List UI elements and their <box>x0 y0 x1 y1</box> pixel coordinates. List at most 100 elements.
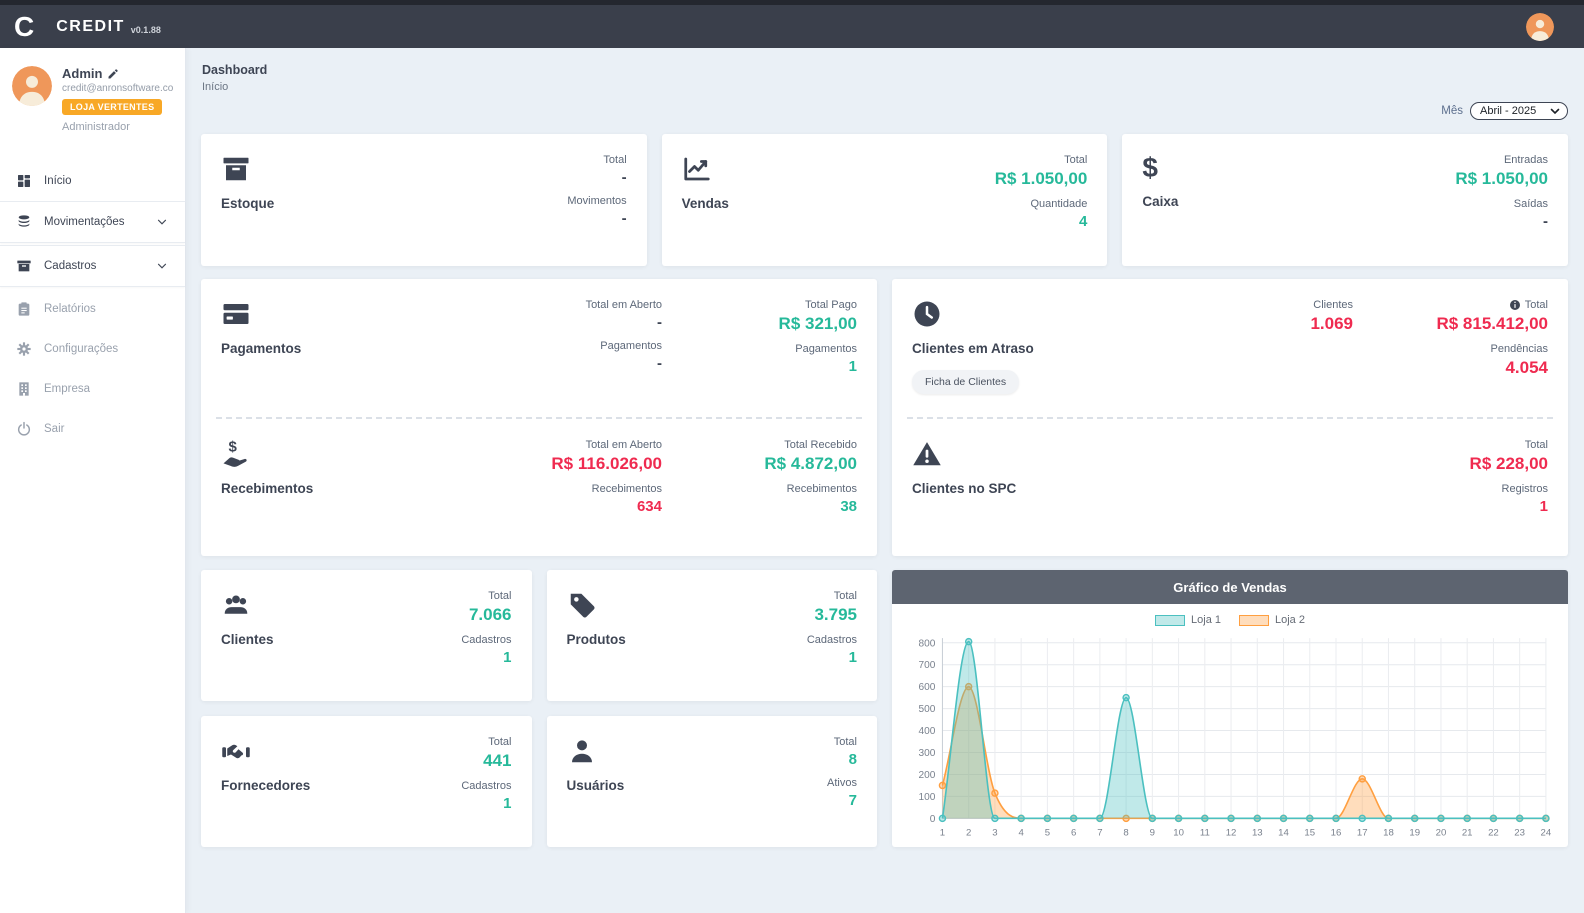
stat-label: Pagamentos <box>600 340 662 352</box>
month-select-wrap: Abril - 2025 <box>1470 101 1568 120</box>
user-icon <box>571 740 592 763</box>
svg-text:7: 7 <box>1097 828 1102 839</box>
main-content: Dashboard Início Mês Abril - 2025 <box>186 48 1584 913</box>
warning-triangle-icon <box>913 441 941 465</box>
svg-text:12: 12 <box>1226 828 1237 839</box>
dashboard-icon <box>18 175 30 187</box>
svg-text:8: 8 <box>1123 828 1128 839</box>
hand-dollar-icon: $ <box>223 439 247 467</box>
sidebar-menu: Início Movimentações Cadastros <box>0 161 185 449</box>
svg-text:20: 20 <box>1436 828 1447 839</box>
sidebar-item-movimentacoes[interactable]: Movimentações <box>0 201 185 243</box>
edit-pencil-icon[interactable] <box>107 68 119 80</box>
stat-label: Clientes <box>1313 299 1353 311</box>
user-avatar-topbar[interactable] <box>1526 12 1554 41</box>
sidebar-item-label: Configurações <box>44 343 119 355</box>
sidebar-item-sair[interactable]: Sair <box>0 409 185 449</box>
info-icon[interactable] <box>1509 299 1521 311</box>
card-title: Clientes em Atraso <box>912 341 1034 356</box>
card-title: Produtos <box>566 632 626 647</box>
svg-text:18: 18 <box>1383 828 1394 839</box>
avatar-icon[interactable] <box>12 66 52 106</box>
sidebar-item-label: Empresa <box>44 383 91 395</box>
card-clientes: Clientes Total 7.066 Cadastros 1 <box>201 570 532 701</box>
stat-label: Total <box>488 736 512 748</box>
stat-label: Quantidade <box>1030 198 1088 210</box>
stat-value: 7 <box>848 792 857 809</box>
card-title: Vendas <box>681 196 729 211</box>
card-produtos: Produtos Total 3.795 Cadastros 1 <box>546 570 877 701</box>
svg-text:0: 0 <box>930 814 936 825</box>
archive-box-icon <box>17 260 31 272</box>
svg-text:22: 22 <box>1488 828 1499 839</box>
section-clientes-atraso: Clientes em Atraso Ficha de Clientes Cli… <box>892 279 1568 417</box>
stat-label: Total <box>833 590 857 602</box>
svg-text:11: 11 <box>1200 828 1210 839</box>
card-title: Caixa <box>1142 194 1179 209</box>
stat-label: Total Recebido <box>784 438 857 451</box>
svg-text:600: 600 <box>918 683 935 694</box>
card-clientes-atraso-spc: Clientes em Atraso Ficha de Clientes Cli… <box>892 279 1568 556</box>
stat-label: Total <box>1524 438 1548 451</box>
stat-value: - <box>621 210 627 227</box>
sidebar-item-label: Relatórios <box>44 303 96 315</box>
stat-value: 634 <box>636 497 662 515</box>
legend-item-2[interactable]: Loja 2 <box>1239 614 1305 626</box>
svg-text:19: 19 <box>1409 828 1420 839</box>
sidebar-item-empresa[interactable]: Empresa <box>0 369 185 409</box>
svg-text:17: 17 <box>1357 828 1368 839</box>
stat-label: Cadastros <box>806 634 857 646</box>
svg-text:700: 700 <box>918 661 935 672</box>
month-select[interactable]: Abril - 2025 <box>1470 102 1568 120</box>
stat-value: 7.066 <box>468 605 512 624</box>
stat-label: Total em Aberto <box>585 299 662 311</box>
sidebar-item-inicio[interactable]: Início <box>0 161 185 201</box>
stat-value: R$ 1.050,00 <box>1455 169 1548 188</box>
svg-text:21: 21 <box>1462 828 1473 839</box>
card-title: Fornecedores <box>221 778 311 793</box>
card-vendas: Vendas Total R$ 1.050,00 Quantidade 4 <box>661 134 1108 266</box>
stat-label: Total em Aberto <box>585 438 662 451</box>
stat-label: Entradas <box>1503 154 1548 166</box>
card-fornecedores: Fornecedores Total 441 Cadastros 1 <box>201 716 532 847</box>
stat-value: R$ 815.412,00 <box>1436 314 1548 333</box>
stat-value: 4.054 <box>1505 358 1548 377</box>
legend-item-1[interactable]: Loja 1 <box>1155 614 1221 626</box>
section-pagamentos: Pagamentos Total em Aberto - Pagamentos … <box>201 279 877 417</box>
svg-text:13: 13 <box>1252 828 1263 839</box>
svg-text:800: 800 <box>918 639 935 650</box>
svg-text:10: 10 <box>1173 828 1184 839</box>
ficha-de-clientes-button[interactable]: Ficha de Clientes <box>912 370 1020 394</box>
users-icon <box>224 595 248 614</box>
svg-text:4: 4 <box>1018 828 1024 839</box>
stat-label: Registros <box>1501 482 1548 495</box>
section-recebimentos: $ Recebimentos Total em Aberto R$ 116.02… <box>201 419 877 557</box>
stat-value: 38 <box>840 497 857 515</box>
svg-text:15: 15 <box>1304 828 1315 839</box>
sidebar-item-relatorios[interactable]: Relatórios <box>0 289 185 329</box>
stat-label: Total <box>1524 299 1548 311</box>
dollar-icon: $ <box>1142 152 1158 183</box>
svg-text:5: 5 <box>1045 828 1050 839</box>
breadcrumb: Dashboard Início <box>202 63 1568 93</box>
power-icon <box>17 421 31 436</box>
sidebar-item-cadastros[interactable]: Cadastros <box>0 245 185 287</box>
chart-legend: Loja 1 Loja 2 <box>906 608 1554 628</box>
card-title: Pagamentos <box>221 341 302 356</box>
legend-swatch <box>1155 614 1186 626</box>
profile-block: Admin credit@anronsoftware.co... LOJA VE… <box>0 48 185 147</box>
sidebar-item-configuracoes[interactable]: Configurações <box>0 329 185 369</box>
card-title: Clientes <box>221 632 274 647</box>
stat-label: Total <box>833 736 857 748</box>
svg-text:9: 9 <box>1150 828 1155 839</box>
avatar-icon <box>1526 12 1554 41</box>
chevron-down-icon <box>157 263 167 269</box>
stat-value: 441 <box>483 751 512 770</box>
sidebar: Admin credit@anronsoftware.co... LOJA VE… <box>0 48 186 913</box>
stat-label: Total <box>1064 154 1088 166</box>
svg-text:6: 6 <box>1071 828 1076 839</box>
dashed-divider <box>216 416 862 419</box>
svg-text:16: 16 <box>1331 828 1342 839</box>
svg-text:100: 100 <box>918 792 935 803</box>
card-usuarios: Usuários Total 8 Ativos 7 <box>546 716 877 847</box>
